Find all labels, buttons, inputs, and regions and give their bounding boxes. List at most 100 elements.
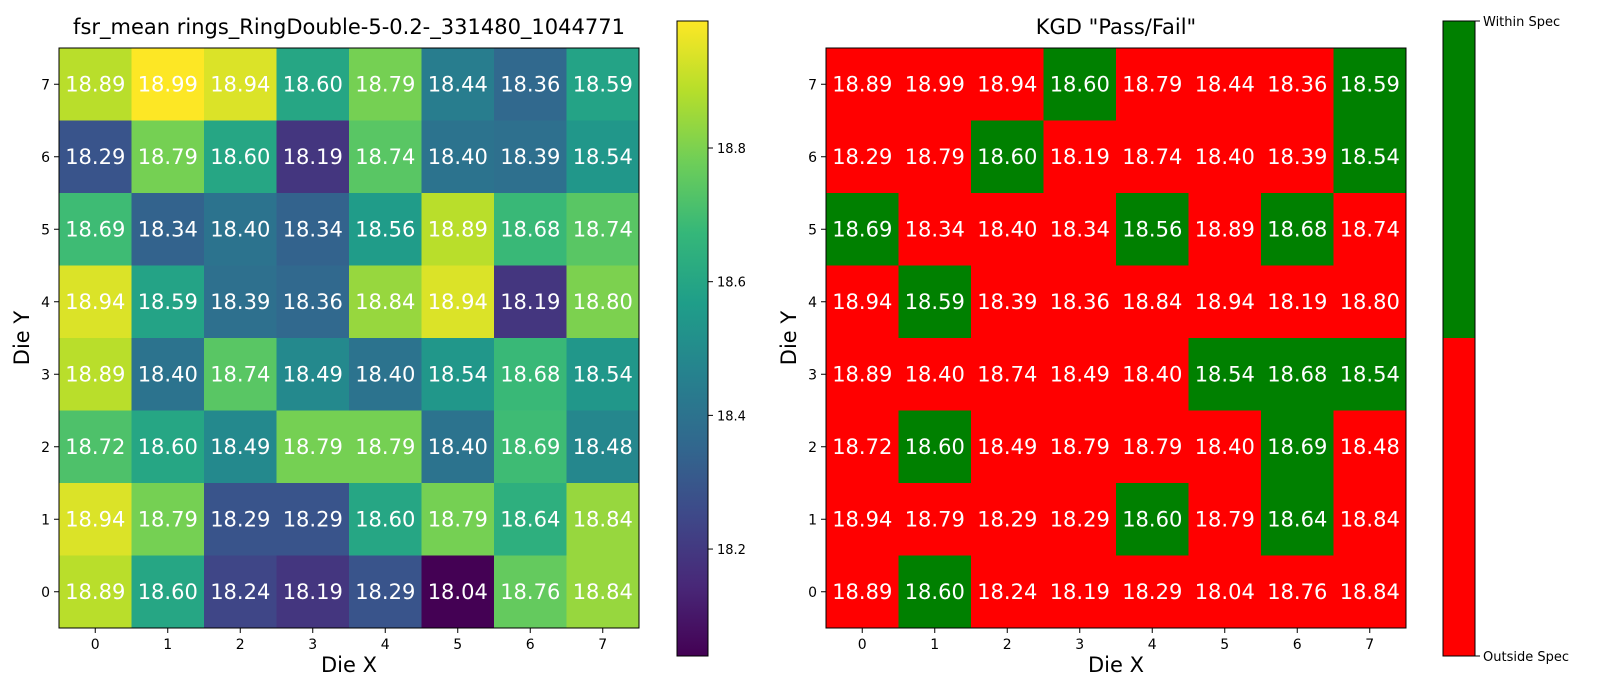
cell-value-label: 18.39 <box>977 290 1037 314</box>
fail-cell <box>898 120 972 194</box>
cell-value-label: 18.64 <box>1267 507 1327 531</box>
cell-value-label: 18.54 <box>573 145 633 169</box>
cell-value-label: 18.74 <box>1340 217 1400 241</box>
cell-value-label: 18.19 <box>283 145 343 169</box>
heatmap-cell <box>566 410 640 484</box>
heatmap-cell <box>131 193 205 266</box>
pass-fail-colorbar-within-label: Within Spec <box>1483 15 1560 30</box>
y-tick-label: 1 <box>808 512 817 528</box>
heatmap-cell <box>276 120 350 194</box>
value-colorbar: 18.2 18.4 18.6 18.8 <box>676 20 746 657</box>
heatmap-cell <box>566 338 640 411</box>
cell-value-label: 18.72 <box>832 435 892 459</box>
pass-cell <box>898 410 972 484</box>
heatmap-cell <box>566 483 640 556</box>
x-tick-label: 6 <box>1293 637 1302 653</box>
cell-value-label: 18.40 <box>138 362 198 386</box>
heatmap-cell <box>421 193 495 266</box>
cell-value-label: 18.94 <box>1195 290 1255 314</box>
fail-cell <box>971 555 1044 629</box>
cell-value-label: 18.79 <box>138 145 198 169</box>
heatmap-cell <box>494 193 567 266</box>
fail-cell <box>1188 410 1262 484</box>
y-tick-label: 4 <box>41 295 50 311</box>
fail-cell <box>826 410 899 484</box>
cell-value-label: 18.34 <box>1050 217 1110 241</box>
cell-value-label: 18.74 <box>355 145 415 169</box>
y-tick-label: 0 <box>808 585 817 601</box>
cell-value-label: 18.19 <box>283 580 343 604</box>
cell-value-label: 18.68 <box>500 362 560 386</box>
heatmap-cell <box>349 338 422 411</box>
colorbar-tick-label: 18.6 <box>717 276 746 291</box>
heatmap-cell <box>204 555 277 629</box>
cell-value-label: 18.40 <box>210 217 270 241</box>
cell-value-label: 18.34 <box>283 217 343 241</box>
cell-value-label: 18.89 <box>1195 217 1255 241</box>
heatmap-cell <box>421 265 495 339</box>
cell-value-label: 18.79 <box>905 145 965 169</box>
heatmap-cell <box>494 338 567 411</box>
pass-fail-colorbar: Within Spec Outside Spec <box>1442 15 1569 665</box>
cell-value-label: 18.89 <box>832 362 892 386</box>
fail-cell <box>1043 265 1117 339</box>
x-tick-label: 2 <box>236 637 245 653</box>
cell-value-label: 18.04 <box>1195 580 1255 604</box>
heatmap-cell <box>421 48 495 121</box>
cell-value-label: 18.49 <box>210 435 270 459</box>
cell-value-label: 18.99 <box>905 72 965 96</box>
fail-cell <box>1188 265 1262 339</box>
fail-cell <box>1261 120 1334 194</box>
fail-cell <box>826 483 899 556</box>
cell-value-label: 18.89 <box>428 217 488 241</box>
cell-value-label: 18.74 <box>1122 145 1182 169</box>
cell-value-label: 18.69 <box>500 435 560 459</box>
cell-value-label: 18.60 <box>138 580 198 604</box>
fail-cell <box>1188 483 1262 556</box>
cell-value-label: 18.04 <box>428 580 488 604</box>
y-tick-label: 5 <box>808 222 817 238</box>
fail-cell <box>1261 265 1334 339</box>
cell-value-label: 18.84 <box>1122 290 1182 314</box>
y-tick-label: 2 <box>41 440 50 456</box>
pass-cell <box>1116 483 1189 556</box>
fail-cell <box>971 265 1044 339</box>
value-heatmap-frame <box>58 47 640 629</box>
cell-value-label: 18.29 <box>210 507 270 531</box>
y-tick-label: 5 <box>41 222 50 238</box>
pass-fail-frame <box>825 47 1407 629</box>
heatmap-cell <box>276 265 350 339</box>
cell-value-label: 18.19 <box>1267 290 1327 314</box>
cell-value-label: 18.49 <box>283 362 343 386</box>
cell-value-label: 18.79 <box>1050 435 1110 459</box>
fail-cell <box>1043 555 1117 629</box>
pass-cell <box>898 555 972 629</box>
fail-cell <box>826 265 899 339</box>
heatmap-cell <box>59 193 132 266</box>
fail-cell <box>1116 338 1189 411</box>
fail-cell <box>826 48 899 121</box>
cell-value-label: 18.84 <box>573 507 633 531</box>
heatmap-cell <box>59 410 132 484</box>
x-tick-label: 4 <box>1148 637 1157 653</box>
cell-value-label: 18.76 <box>500 580 560 604</box>
fail-cell <box>971 338 1044 411</box>
heatmap-cell <box>59 265 132 339</box>
y-tick-label: 7 <box>41 77 50 93</box>
heatmap-cell <box>349 555 422 629</box>
x-tick-label: 5 <box>453 637 462 653</box>
cell-value-label: 18.79 <box>1122 72 1182 96</box>
cell-value-label: 18.84 <box>1340 580 1400 604</box>
cell-value-label: 18.36 <box>1050 290 1110 314</box>
cell-value-label: 18.40 <box>977 217 1037 241</box>
heatmap-cell <box>566 555 640 629</box>
pass-cell <box>1333 120 1407 194</box>
cell-value-label: 18.40 <box>355 362 415 386</box>
cell-value-label: 18.68 <box>500 217 560 241</box>
x-tick-label: 2 <box>1003 637 1012 653</box>
cell-value-label: 18.60 <box>905 435 965 459</box>
heatmap-cell <box>59 555 132 629</box>
heatmap-cell <box>276 483 350 556</box>
colorbar-tick-label: 18.4 <box>717 409 746 424</box>
heatmap-cell <box>566 120 640 194</box>
